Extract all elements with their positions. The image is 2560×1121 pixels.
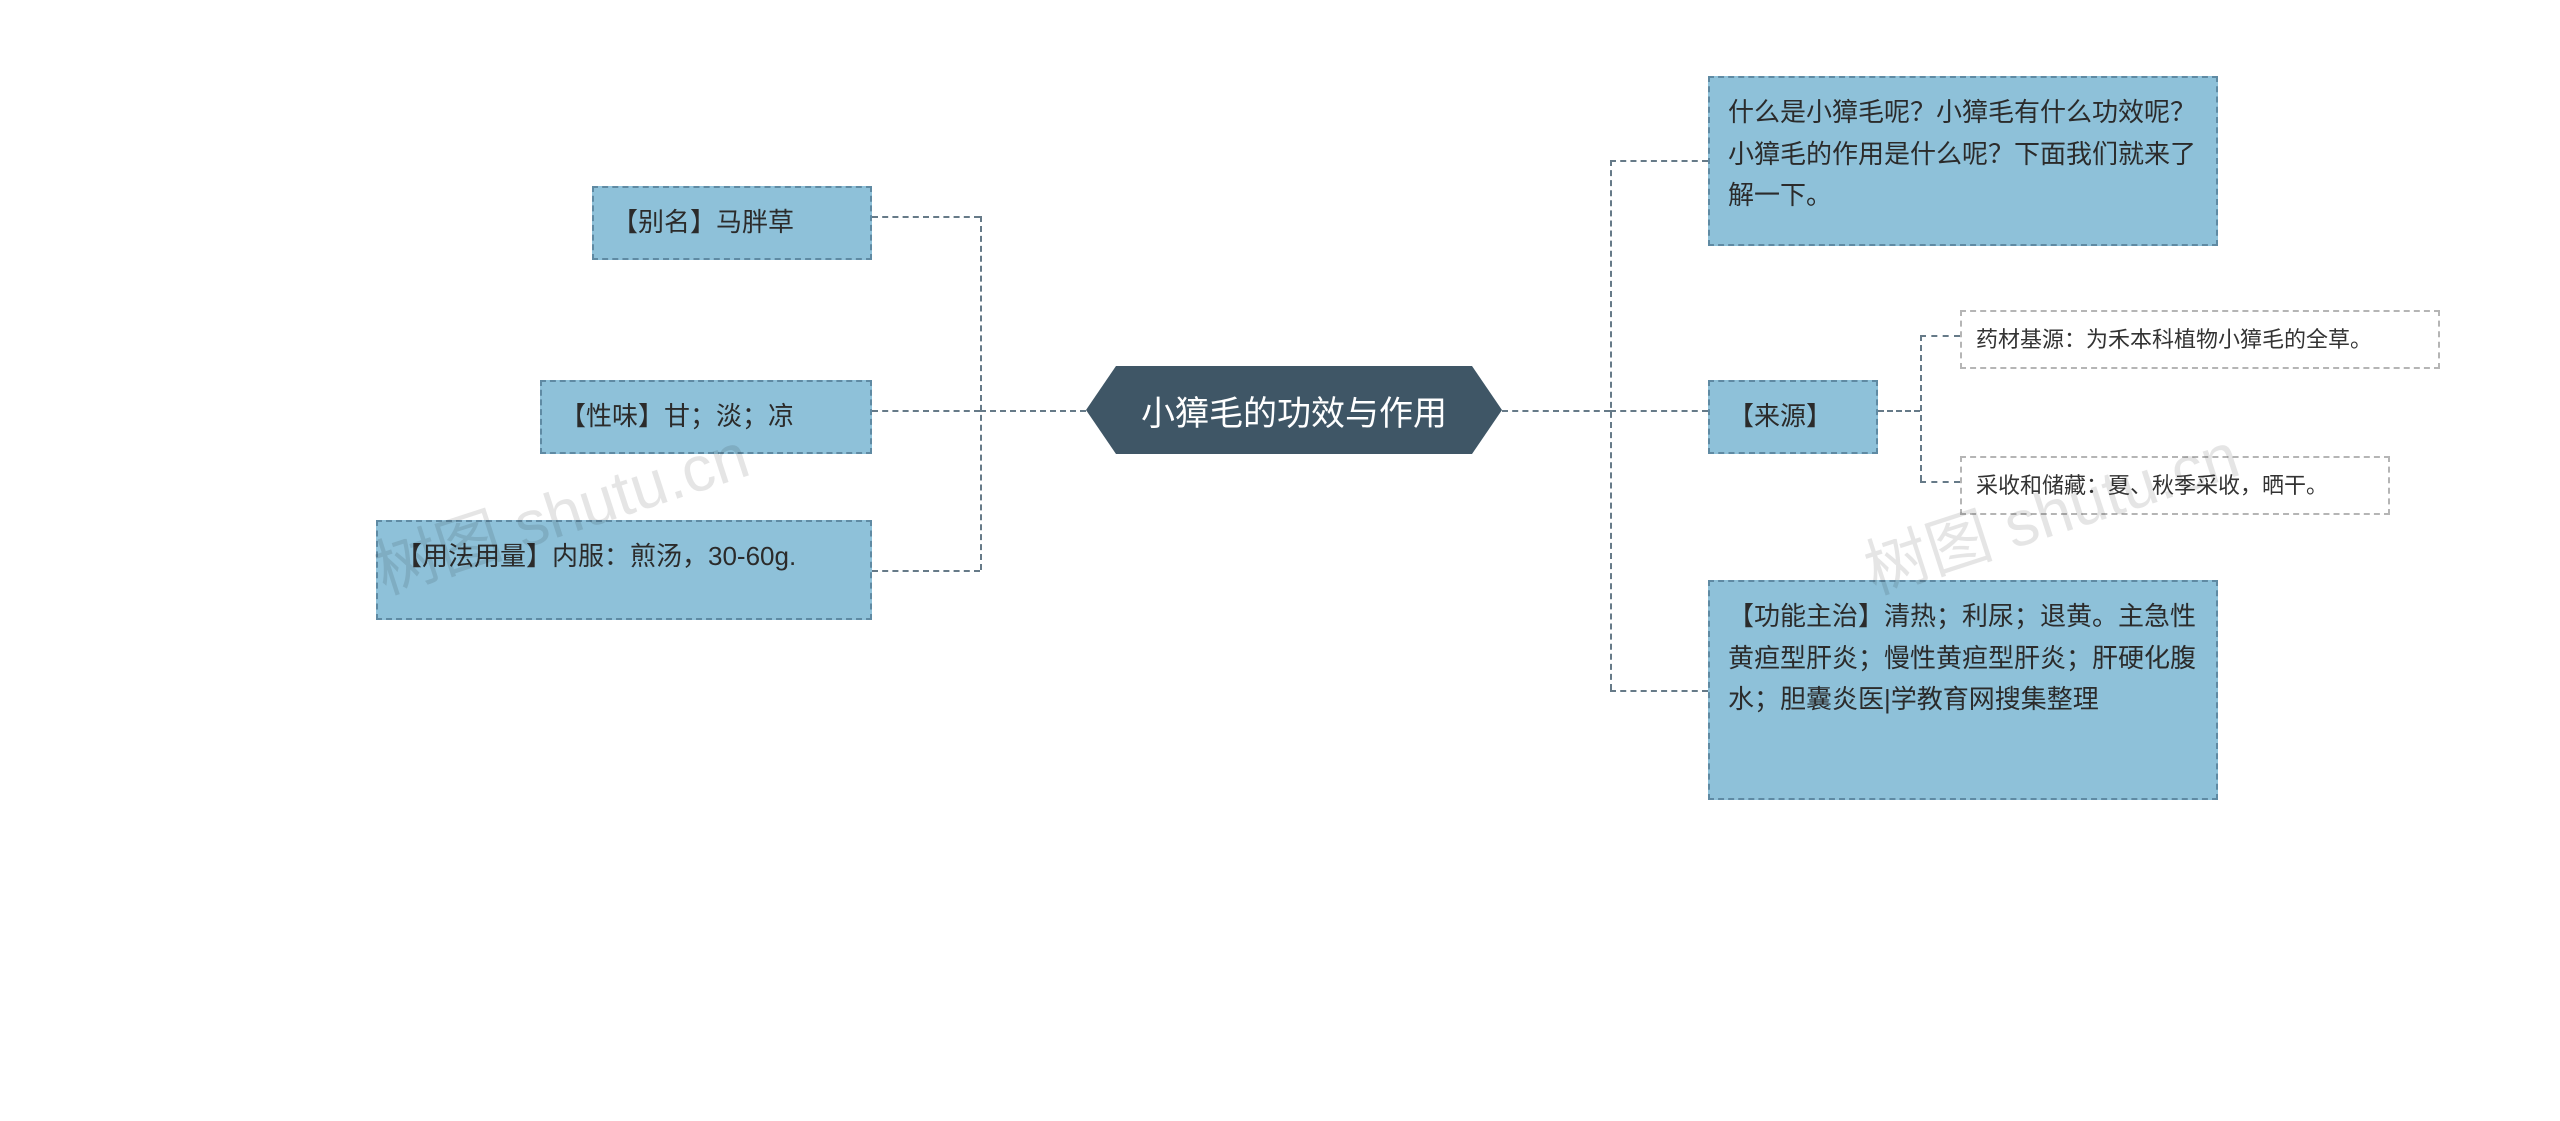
connector bbox=[980, 216, 982, 570]
center-node: 小獐毛的功效与作用 bbox=[1086, 366, 1502, 454]
node-alias: 【别名】马胖草 bbox=[592, 186, 872, 260]
node-usage: 【用法用量】内服：煎汤，30-60g. bbox=[376, 520, 872, 620]
connector bbox=[1610, 410, 1708, 412]
node-src1: 药材基源：为禾本科植物小獐毛的全草。 bbox=[1960, 310, 2440, 369]
connector bbox=[1878, 410, 1920, 412]
connector bbox=[980, 410, 1086, 412]
connector bbox=[1920, 481, 1960, 483]
connector bbox=[1610, 160, 1612, 690]
node-source: 【来源】 bbox=[1708, 380, 1878, 454]
connector bbox=[1610, 690, 1708, 692]
center-title: 小獐毛的功效与作用 bbox=[1141, 386, 1447, 435]
connector bbox=[872, 216, 980, 218]
connector bbox=[1610, 160, 1708, 162]
connector bbox=[1502, 410, 1610, 412]
node-src2: 采收和储藏：夏、秋季采收，晒干。 bbox=[1960, 456, 2390, 515]
node-func: 【功能主治】清热；利尿；退黄。主急性黄疸型肝炎；慢性黄疸型肝炎；肝硬化腹水；胆囊… bbox=[1708, 580, 2218, 800]
connector bbox=[1920, 335, 1960, 337]
connector bbox=[872, 570, 980, 572]
node-taste: 【性味】甘；淡；凉 bbox=[540, 380, 872, 454]
connector bbox=[1920, 335, 1922, 481]
node-intro: 什么是小獐毛呢？小獐毛有什么功效呢？小獐毛的作用是什么呢？下面我们就来了解一下。 bbox=[1708, 76, 2218, 246]
connector bbox=[872, 410, 980, 412]
